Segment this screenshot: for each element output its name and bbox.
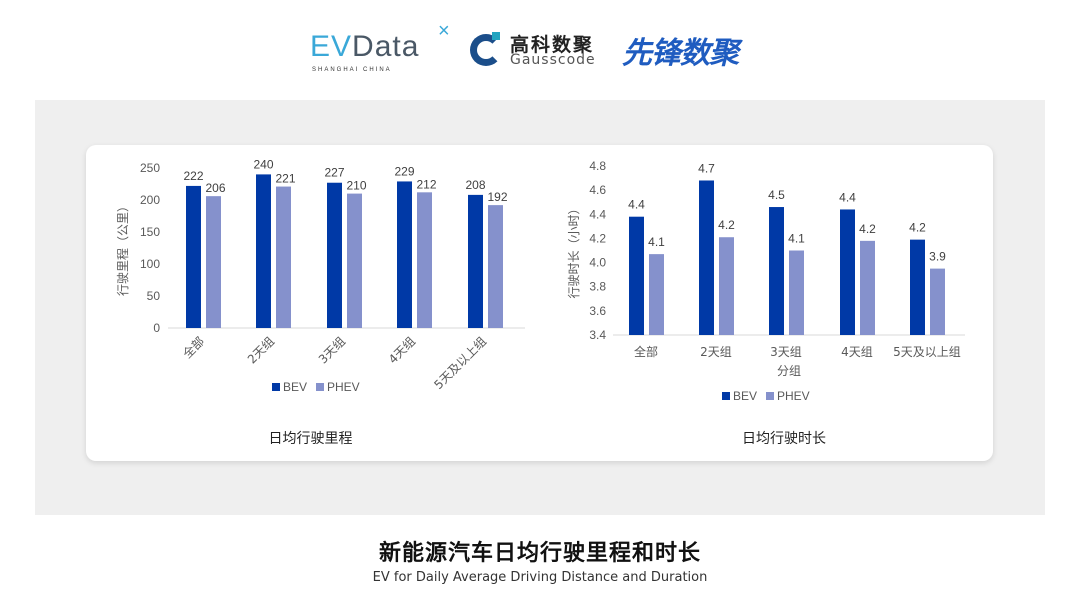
evdata-logo: EVData × SHANGHAI CHINA bbox=[310, 20, 450, 73]
bar-bev bbox=[186, 185, 201, 328]
x-tick-label: 2天组 bbox=[700, 345, 732, 359]
data-label: 4.4 bbox=[839, 190, 856, 204]
bar-bev bbox=[256, 174, 271, 328]
data-label: 221 bbox=[275, 172, 295, 186]
data-label: 4.1 bbox=[788, 232, 805, 246]
data-label: 206 bbox=[205, 181, 225, 195]
data-label: 4.2 bbox=[718, 218, 735, 232]
bar-phev bbox=[860, 240, 875, 335]
bar-phev bbox=[789, 250, 804, 335]
data-label: 208 bbox=[465, 178, 485, 192]
bar-bev bbox=[910, 239, 925, 335]
x-tick-label: 3天组 bbox=[770, 345, 802, 359]
data-label: 240 bbox=[253, 157, 273, 171]
x-tick-label: 2天组 bbox=[245, 334, 277, 366]
bar-phev bbox=[488, 205, 503, 328]
data-label: 227 bbox=[324, 166, 344, 180]
legend-label-phev: PHEV bbox=[327, 380, 360, 394]
bar-phev bbox=[649, 254, 664, 335]
data-label: 4.7 bbox=[698, 161, 715, 175]
bar-bev bbox=[468, 194, 483, 328]
data-label: 212 bbox=[416, 177, 436, 191]
data-label: 4.4 bbox=[628, 198, 645, 212]
y-tick-label: 100 bbox=[140, 257, 160, 271]
legend-label-phev: PHEV bbox=[777, 389, 810, 403]
y-tick-label: 4.4 bbox=[589, 207, 606, 221]
x-tick-label: 全部 bbox=[634, 344, 658, 359]
y-tick-label: 200 bbox=[140, 193, 160, 207]
y-tick-label: 3.6 bbox=[589, 304, 606, 318]
y-tick-label: 4.0 bbox=[589, 256, 606, 270]
gausscode-mark-icon bbox=[470, 34, 502, 66]
y-tick-label: 4.6 bbox=[589, 183, 606, 197]
data-label: 210 bbox=[346, 179, 366, 193]
logo-bar: EVData × SHANGHAI CHINA 高科数聚 Gausscode 先… bbox=[0, 20, 1080, 73]
chart-title: 日均行驶里程 bbox=[269, 431, 353, 447]
y-tick-label: 4.8 bbox=[589, 159, 606, 173]
y-tick-label: 4.2 bbox=[589, 231, 606, 245]
data-label: 4.5 bbox=[768, 188, 785, 202]
data-label: 4.2 bbox=[859, 222, 876, 236]
data-label: 4.2 bbox=[909, 221, 926, 235]
legend-label-bev: BEV bbox=[283, 380, 307, 394]
bar-bev bbox=[769, 207, 784, 335]
legend-swatch-bev bbox=[722, 392, 730, 400]
bar-phev bbox=[719, 237, 734, 335]
y-tick-label: 50 bbox=[147, 289, 161, 303]
data-label: 192 bbox=[487, 190, 507, 204]
x-tick-label: 5天及以上组 bbox=[893, 345, 961, 359]
bar-bev bbox=[699, 180, 714, 335]
evdata-logo-ev: EV bbox=[310, 30, 353, 63]
x-tick-label: 4天组 bbox=[841, 345, 873, 359]
legend-swatch-phev bbox=[766, 392, 774, 400]
gausscode-square-icon bbox=[492, 32, 500, 40]
bar-phev bbox=[276, 186, 291, 328]
y-tick-label: 3.8 bbox=[589, 280, 606, 294]
y-tick-label: 250 bbox=[140, 161, 160, 175]
legend-label-bev: BEV bbox=[733, 389, 757, 403]
evdata-tagline: SHANGHAI CHINA bbox=[312, 67, 392, 73]
legend-swatch-bev bbox=[272, 383, 280, 391]
bar-phev bbox=[930, 268, 945, 335]
x-tick-label: 4天组 bbox=[386, 334, 418, 366]
x-tick-label: 全部 bbox=[180, 334, 208, 362]
footer-title-cn: 新能源汽车日均行驶里程和时长 bbox=[378, 541, 701, 566]
chart-title: 日均行驶时长 bbox=[742, 431, 826, 447]
data-label: 222 bbox=[183, 169, 203, 183]
bar-phev bbox=[347, 193, 362, 328]
bar-phev bbox=[417, 192, 432, 328]
y-axis-label: 行驶里程（公里） bbox=[115, 200, 130, 296]
y-tick-label: 0 bbox=[153, 321, 160, 335]
x-axis-label: 分组 bbox=[777, 364, 801, 378]
gausscode-en: Gausscode bbox=[510, 52, 596, 68]
xianfeng-logo: 先锋数聚 bbox=[622, 36, 739, 71]
bar-bev bbox=[397, 181, 412, 328]
bar-bev bbox=[327, 182, 342, 328]
y-tick-label: 3.4 bbox=[589, 328, 606, 342]
y-tick-label: 150 bbox=[140, 225, 160, 239]
evdata-logo-data: Data bbox=[352, 30, 420, 63]
bar-bev bbox=[629, 216, 644, 335]
evdata-x-icon: × bbox=[438, 20, 451, 42]
y-axis-label: 行驶时长（小时） bbox=[566, 202, 581, 298]
x-tick-label: 5天及以上组 bbox=[431, 334, 489, 392]
legend-swatch-phev bbox=[316, 383, 324, 391]
gausscode-cn: 高科数聚 bbox=[510, 34, 595, 56]
x-tick-label: 3天组 bbox=[316, 334, 348, 366]
bar-bev bbox=[840, 209, 855, 335]
bar-phev bbox=[206, 196, 221, 328]
data-label: 229 bbox=[394, 164, 414, 178]
data-label: 4.1 bbox=[648, 235, 665, 249]
data-label: 3.9 bbox=[929, 250, 946, 264]
footer-title-en: EV for Daily Average Driving Distance an… bbox=[372, 570, 708, 585]
